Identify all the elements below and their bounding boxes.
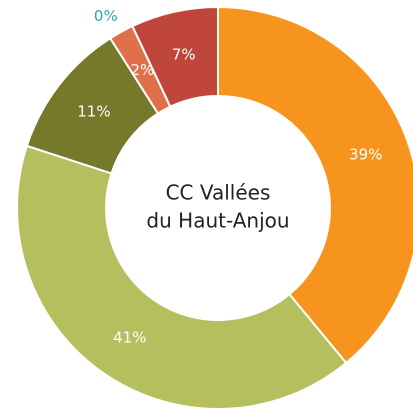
value-label: 0% <box>94 7 118 25</box>
slices <box>16 5 413 410</box>
value-label: 7% <box>172 45 196 63</box>
value-label: 41% <box>113 328 146 346</box>
slice <box>131 5 219 108</box>
value-label: 11% <box>77 102 110 120</box>
value-label: 39% <box>349 145 382 163</box>
center-label: du Haut-Anjou <box>146 209 289 233</box>
value-label: 2% <box>130 61 154 79</box>
slice <box>16 144 348 410</box>
slice <box>217 5 413 365</box>
center-label: CC Vallées <box>166 181 271 205</box>
